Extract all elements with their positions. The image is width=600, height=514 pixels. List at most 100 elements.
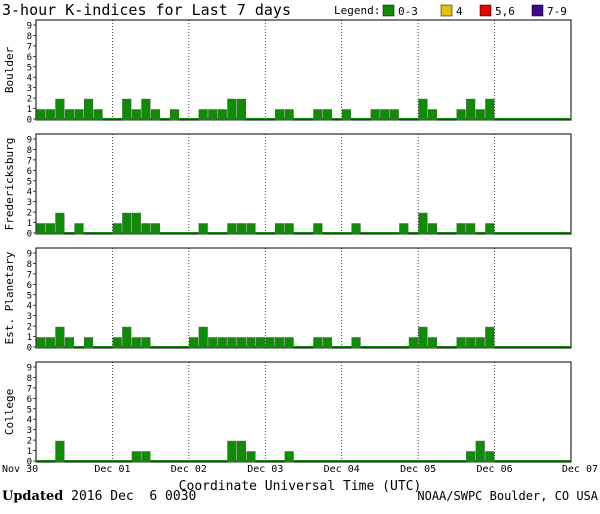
x-tick-label: Dec 04 (324, 464, 360, 475)
k-index-bar (246, 337, 256, 349)
k-index-bar (418, 326, 428, 349)
x-tick-label: Dec 07 (562, 464, 598, 475)
y-tick-label: 5 (27, 405, 32, 415)
k-index-bar (55, 326, 65, 349)
k-index-bar (131, 451, 141, 463)
y-tick-label: 1 (27, 105, 32, 115)
k-index-bar (122, 98, 132, 121)
k-index-bar (370, 109, 380, 121)
k-index-bar (74, 223, 84, 235)
k-index-bar (255, 337, 266, 349)
x-tick-label: Dec 05 (400, 464, 436, 475)
k-index-bar (141, 223, 151, 235)
k-index-bar (198, 326, 208, 349)
k-index-bar (427, 223, 438, 235)
k-index-bar (55, 440, 65, 463)
k-index-bar (227, 337, 237, 349)
y-tick-label: 8 (27, 146, 32, 156)
k-index-bar (64, 337, 75, 349)
k-index-bar (141, 98, 151, 121)
k-index-bar (466, 337, 476, 349)
baseline-strip (36, 460, 571, 462)
legend-item-label: 7-9 (547, 5, 567, 18)
y-tick-label: 2 (27, 437, 32, 447)
legend-item-label: 5,6 (495, 5, 515, 18)
k-index-bar (55, 98, 65, 121)
panel-frame (35, 361, 572, 463)
y-tick-label: 3 (27, 84, 32, 94)
k-index-bar (485, 326, 495, 349)
k-index-bar (64, 109, 75, 121)
k-index-bar (456, 223, 466, 235)
k-index-bar (131, 109, 141, 121)
k-index-bar (169, 109, 180, 121)
k-index-bar (227, 223, 237, 235)
y-tick-label: 7 (27, 42, 32, 52)
k-index-bar (284, 451, 294, 463)
k-index-bar (265, 337, 275, 349)
k-index-bar (208, 337, 218, 349)
k-index-bar (475, 109, 485, 121)
k-index-bar (198, 109, 208, 121)
y-tick-label: 0 (27, 344, 32, 354)
x-tick-label: Nov 30 (2, 464, 38, 475)
k-index-bar (150, 109, 160, 121)
y-tick-label: 8 (27, 32, 32, 42)
legend-swatch-3 (531, 4, 544, 17)
panel-label: Fredericksburg (3, 138, 16, 231)
k-index-bar (408, 337, 418, 349)
y-tick-label: 8 (27, 374, 32, 384)
y-tick-label: 4 (27, 302, 32, 312)
y-tick-label: 5 (27, 63, 32, 73)
panel-label: Est. Planetary (3, 251, 16, 344)
k-index-bar (246, 451, 256, 463)
k-index-bar (351, 337, 361, 349)
k-index-bar (45, 109, 55, 121)
y-tick-label: 6 (27, 167, 32, 177)
legend-swatch-1 (440, 4, 453, 17)
k-index-bar (399, 223, 409, 235)
legend-swatch-2 (479, 4, 492, 17)
k-index-bar (227, 98, 237, 121)
k-index-bar (112, 223, 122, 235)
k-index-bar (122, 326, 132, 349)
updated-label: Updated (2, 489, 64, 504)
k-index-bar (466, 223, 476, 235)
y-tick-label: 0 (27, 230, 32, 240)
panel-label: Boulder (3, 46, 16, 93)
y-tick-label: 9 (27, 364, 32, 374)
k-index-bar (236, 98, 246, 121)
k-index-bar (313, 223, 323, 235)
k-index-bar (198, 223, 208, 235)
k-index-bar (418, 212, 428, 235)
k-index-bar (418, 98, 428, 121)
k-index-bar (36, 223, 46, 235)
x-tick-label: Dec 01 (94, 464, 130, 475)
panel-label: College (3, 389, 16, 435)
y-tick-label: 4 (27, 74, 32, 84)
y-tick-label: 9 (27, 136, 32, 146)
k-index-bar (284, 223, 294, 235)
k-index-bar (475, 337, 485, 349)
y-tick-label: 2 (27, 209, 32, 219)
k-index-bar (112, 337, 122, 349)
legend-item-label: 4 (456, 5, 463, 18)
y-tick-label: 5 (27, 291, 32, 301)
x-axis-tick-labels: Nov 30 Dec 01 Dec 02 Dec 03 Dec 04 Dec 05 Dec … (2, 464, 598, 475)
legend-label: Legend: (334, 4, 380, 17)
y-tick-label: 5 (27, 177, 32, 187)
k-index-bar (456, 109, 466, 121)
k-index-bar (36, 337, 46, 349)
y-tick-label: 7 (27, 270, 32, 280)
k-index-bar (466, 98, 476, 121)
y-tick-label: 3 (27, 198, 32, 208)
chart-panels: 0123456789Boulder0123456789Fredericksbur… (3, 19, 572, 468)
k-index-bar (122, 212, 132, 235)
k-index-bar (313, 109, 323, 121)
k-index-bar (141, 337, 151, 349)
x-tick-label: Dec 02 (171, 464, 207, 475)
k-index-bar (427, 109, 438, 121)
k-index-bar (466, 451, 476, 463)
k-index-bar (389, 109, 399, 121)
